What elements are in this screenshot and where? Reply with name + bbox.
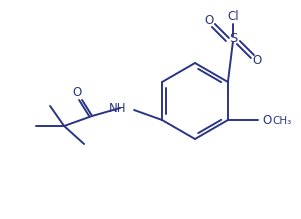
Text: NH: NH [109,101,126,115]
Text: O: O [262,113,271,127]
Text: S: S [229,32,237,46]
Text: O: O [252,55,262,67]
Text: O: O [73,87,82,99]
Text: O: O [204,14,213,28]
Text: Cl: Cl [227,11,239,23]
Text: CH₃: CH₃ [272,116,291,126]
